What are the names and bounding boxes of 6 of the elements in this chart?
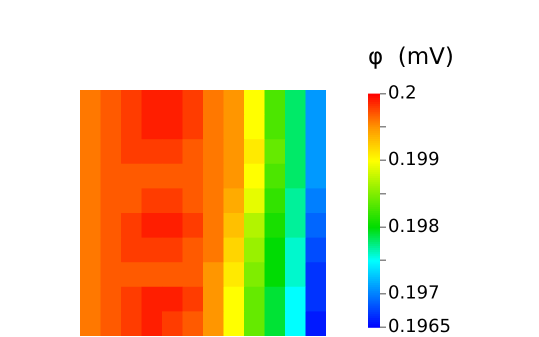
color-bar-label: 0.1965 — [388, 316, 451, 337]
color-bar-label: 0.197 — [388, 282, 440, 304]
color-bar-label: 0.198 — [388, 216, 440, 237]
color-bar-title: φ (mV) — [368, 44, 454, 70]
color-bar-label: 0.199 — [388, 149, 440, 170]
color-bar-label: 0.2 — [388, 82, 417, 104]
